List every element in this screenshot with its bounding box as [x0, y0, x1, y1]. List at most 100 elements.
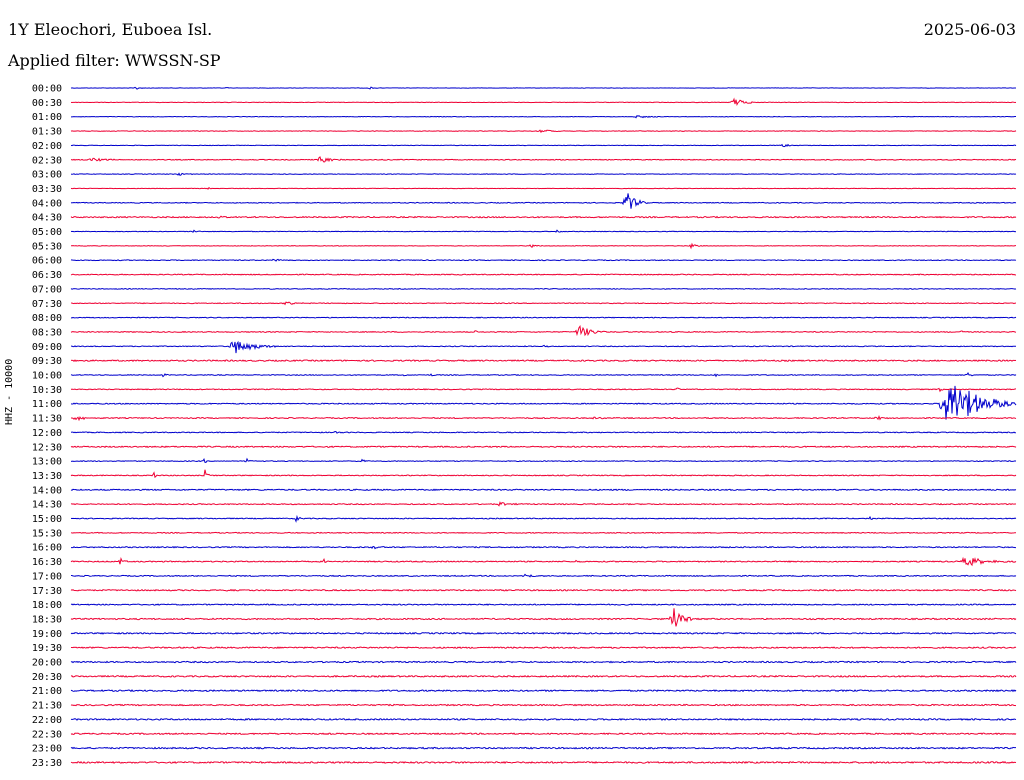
seismic-trace-0300	[70, 172, 1017, 177]
row-time-label: 11:30	[32, 414, 62, 425]
row-time-label: 07:30	[32, 299, 62, 310]
row-time-label: 09:00	[32, 342, 62, 353]
seismic-trace-0430	[70, 215, 1017, 219]
row-time-label: 17:30	[32, 586, 62, 597]
row-time-label: 13:00	[32, 457, 62, 468]
row-time-label: 21:30	[32, 701, 62, 712]
station-title: 1Y Eleochori, Euboea Isl.	[8, 20, 213, 39]
row-time-label: 17:00	[32, 571, 62, 582]
row-time-label: 15:00	[32, 514, 62, 525]
row-time-label: 19:30	[32, 643, 62, 654]
seismic-trace-2330	[70, 760, 1017, 764]
seismic-trace-1530	[70, 531, 1017, 534]
seismic-trace-0700	[70, 287, 1017, 290]
row-time-label: 08:00	[32, 313, 62, 324]
row-time-label: 12:00	[32, 428, 62, 439]
row-time-label: 07:00	[32, 284, 62, 295]
seismic-trace-1230	[70, 445, 1017, 449]
seismic-trace-0130	[70, 129, 1017, 134]
row-time-label: 03:00	[32, 170, 62, 181]
row-time-label: 03:30	[32, 184, 62, 195]
row-time-label: 23:00	[32, 744, 62, 755]
seismic-trace-1600	[70, 545, 1017, 550]
row-time-label: 06:30	[32, 270, 62, 281]
row-time-label: 16:00	[32, 543, 62, 554]
seismic-trace-1830	[70, 608, 1017, 627]
row-time-label: 09:30	[32, 356, 62, 367]
row-time-label: 00:00	[32, 84, 62, 95]
seismic-trace-2230	[70, 732, 1017, 736]
seismic-trace-1730	[70, 588, 1017, 592]
seismic-trace-0230	[70, 156, 1017, 163]
seismic-trace-1800	[70, 603, 1017, 606]
seismic-trace-0730	[70, 301, 1017, 306]
row-time-label: 20:00	[32, 658, 62, 669]
seismic-trace-0500	[70, 229, 1017, 233]
row-time-label: 16:30	[32, 557, 62, 568]
seismic-trace-0600	[70, 258, 1017, 262]
seismic-trace-0830	[70, 325, 1017, 337]
row-time-label: 13:30	[32, 471, 62, 482]
row-time-label: 10:30	[32, 385, 62, 396]
row-time-label: 23:30	[32, 758, 62, 769]
seismic-trace-0630	[70, 273, 1017, 276]
seismic-trace-1200	[70, 431, 1017, 434]
row-time-label: 08:30	[32, 327, 62, 338]
seismic-trace-1500	[70, 514, 1017, 523]
seismic-trace-1000	[70, 371, 1017, 378]
row-time-label: 02:30	[32, 155, 62, 166]
seismic-trace-0200	[70, 143, 1017, 148]
seismic-trace-0400	[70, 193, 1017, 209]
seismic-trace-1130	[70, 414, 1017, 422]
seismic-trace-0030	[70, 97, 1017, 107]
seismic-trace-0330	[70, 186, 1017, 190]
seismic-trace-2200	[70, 717, 1017, 721]
row-time-label: 05:00	[32, 227, 62, 238]
seismic-trace-0000	[70, 86, 1017, 90]
row-time-label: 18:30	[32, 614, 62, 625]
seismic-trace-0100	[71, 114, 1017, 119]
seismic-trace-0800	[70, 316, 1017, 319]
seismic-trace-2130	[70, 703, 1017, 707]
seismic-trace-2000	[70, 660, 1017, 664]
row-time-label: 06:00	[32, 256, 62, 267]
row-time-label: 05:30	[32, 241, 62, 252]
row-time-label: 15:30	[32, 528, 62, 539]
seismic-trace-2030	[70, 674, 1017, 678]
seismic-trace-1100	[70, 385, 1017, 420]
seismic-trace-1300	[70, 457, 1017, 463]
row-time-label: 22:30	[32, 729, 62, 740]
row-time-label: 21:00	[32, 686, 62, 697]
row-time-label: 14:30	[32, 500, 62, 511]
row-time-label: 00:30	[32, 98, 62, 109]
seismic-trace-1330	[70, 469, 1017, 479]
row-time-label: 19:00	[32, 629, 62, 640]
seismic-trace-2300	[70, 746, 1017, 750]
row-time-label: 01:30	[32, 127, 62, 138]
seismic-trace-1700	[70, 573, 1017, 578]
filter-label: Applied filter: WWSSN-SP	[8, 51, 221, 70]
seismic-trace-0930	[70, 359, 1017, 363]
seismic-trace-1430	[70, 501, 1017, 507]
row-time-label: 14:00	[32, 485, 62, 496]
row-time-label: 18:00	[32, 600, 62, 611]
row-time-label: 10:00	[32, 371, 62, 382]
date-label: 2025-06-03	[923, 20, 1016, 39]
row-time-label: 04:30	[32, 213, 62, 224]
row-time-label: 20:30	[32, 672, 62, 683]
row-time-label: 04:00	[32, 198, 62, 209]
row-time-label: 01:00	[32, 112, 62, 123]
seismic-trace-0900	[70, 340, 1017, 354]
row-time-label: 12:30	[32, 442, 62, 453]
seismic-trace-0530	[70, 242, 1017, 250]
seismic-trace-1630	[70, 556, 1017, 567]
row-time-label: 02:00	[32, 141, 62, 152]
seismic-trace-1930	[70, 646, 1017, 650]
seismic-trace-1900	[70, 631, 1017, 635]
seismic-trace-2100	[70, 689, 1017, 693]
seismic-trace-1400	[70, 488, 1017, 492]
seismic-trace-1030	[70, 387, 1017, 393]
row-time-label: 11:00	[32, 399, 62, 410]
row-time-label: 22:00	[32, 715, 62, 726]
